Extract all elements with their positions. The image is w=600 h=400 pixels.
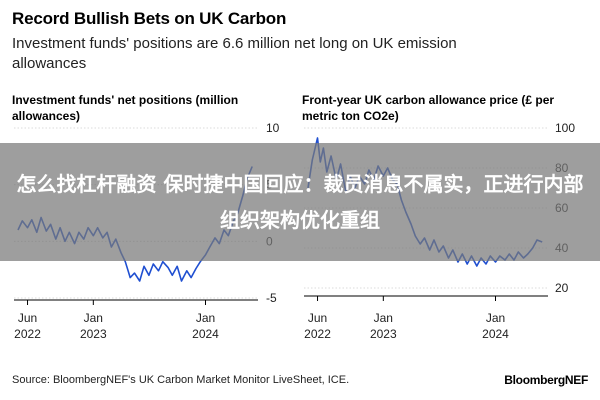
x-tick-label: 2022	[14, 327, 41, 341]
page-subtitle: Investment funds' positions are 6.6 mill…	[12, 35, 457, 72]
overlay-headline: 怎么找杠杆融资 保时捷中国回应：裁员消息不属实，正进行内部组织架构优化重组	[16, 172, 584, 232]
x-tick-label: 2023	[80, 327, 107, 341]
y-tick-label: 20	[555, 281, 569, 295]
x-tick-label: Jun	[18, 311, 37, 325]
y-tick-label: 100	[555, 121, 575, 135]
x-tick-label: Jan	[374, 311, 393, 325]
price-chart-title: Front-year UK carbon allowance price (£ …	[302, 93, 555, 123]
x-tick-label: Jun	[308, 311, 327, 325]
source-note: Source: BloombergNEF's UK Carbon Market …	[12, 374, 350, 386]
x-tick-label: 2022	[304, 327, 331, 341]
brand-logo: BloombergNEF	[504, 373, 588, 387]
y-tick-label: 10	[266, 121, 280, 135]
news-overlay-banner: 怎么找杠杆融资 保时捷中国回应：裁员消息不属实，正进行内部组织架构优化重组	[0, 143, 600, 261]
positions-chart-title: Investment funds' net positions (million…	[12, 93, 239, 123]
x-tick-label: Jan	[84, 311, 103, 325]
x-tick-label: 2024	[192, 327, 219, 341]
x-tick-label: Jan	[486, 311, 505, 325]
x-tick-label: Jan	[196, 311, 215, 325]
x-tick-label: 2024	[482, 327, 509, 341]
page-title: Record Bullish Bets on UK Carbon	[12, 9, 287, 28]
y-tick-label: -5	[266, 291, 277, 305]
x-tick-label: 2023	[370, 327, 397, 341]
